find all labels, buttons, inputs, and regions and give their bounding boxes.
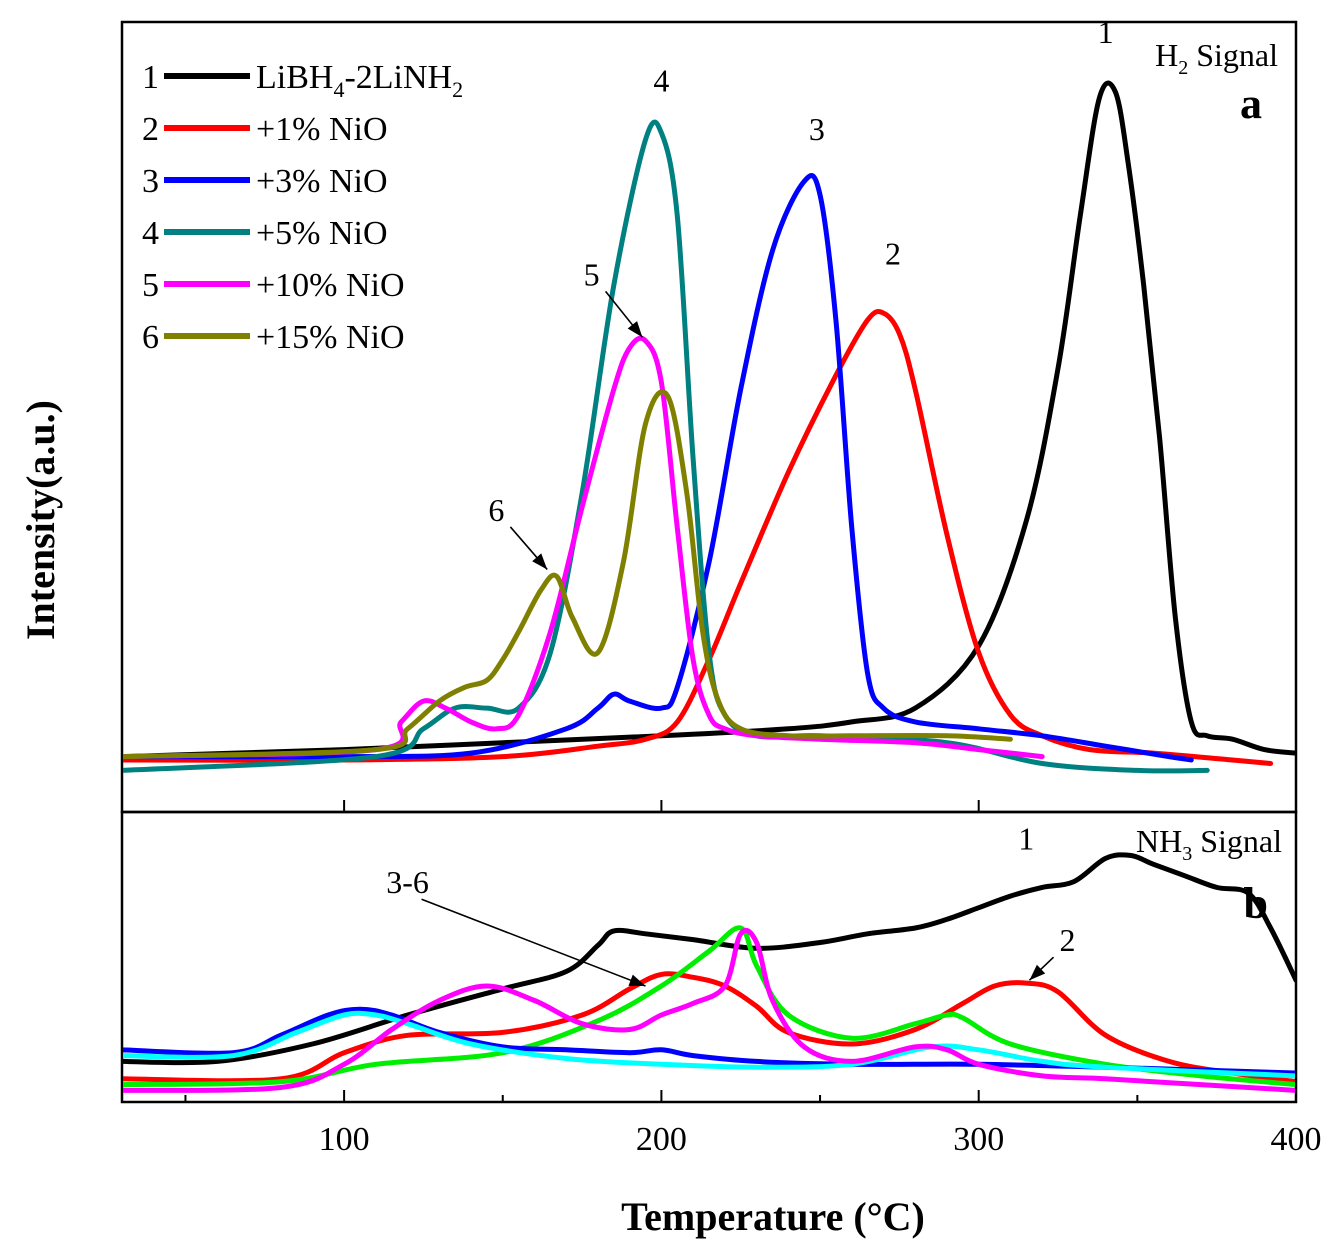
curve-label-arrowhead-a-4 (627, 321, 643, 338)
legend-number-5: 5 (142, 267, 159, 304)
curve-label-a-3: 4 (653, 62, 669, 98)
curve-label-a-0: 1 (1098, 14, 1114, 50)
series-line-b-magenta (123, 927, 1295, 1093)
curve-label-b-1: 2 (1060, 922, 1076, 958)
panel-a-series (123, 80, 1295, 774)
series-line-a-3 (123, 173, 1194, 763)
panel-a-curve-labels: 1 2 3 4 5 6 (488, 14, 1114, 570)
legend-number-4: 4 (142, 215, 159, 252)
series-line-b-1 (123, 852, 1295, 1066)
panel-b-signal-label: NH3 Signal (1136, 823, 1282, 865)
curve-label-a-4: 5 (584, 256, 600, 292)
legend-label-4: +5% NiO (256, 215, 388, 252)
curve-label-b-2: 3-6 (386, 864, 429, 900)
legend: 1 LiBH4-2LiNH2 2 +1% NiO 3 +3% NiO 4 +5% NiO 5 +1… (142, 59, 463, 356)
x-tick-label-200: 200 (636, 1121, 687, 1158)
legend-label-2: +1% NiO (256, 111, 388, 148)
panel-a-signal-label: H2 Signal (1155, 37, 1278, 79)
curve-label-arrowhead-b-1 (1029, 964, 1046, 981)
legend-number-1: 1 (142, 59, 159, 96)
curve-label-a-2: 3 (809, 111, 825, 147)
curve-label-arrow-b-2 (421, 898, 646, 987)
panel-b-frame (120, 810, 1298, 1104)
y-axis-label: Intensity(a.u.) (18, 400, 63, 640)
x-tick-label-400: 400 (1271, 1121, 1322, 1158)
legend-label-6: +15% NiO (256, 319, 405, 356)
legend-label-3: +3% NiO (256, 163, 388, 200)
legend-number-3: 3 (142, 163, 159, 200)
series-line-b-2 (123, 971, 1295, 1085)
series-line-b-green (123, 925, 1295, 1088)
legend-number-2: 2 (142, 111, 159, 148)
curve-label-a-5: 6 (488, 492, 504, 528)
series-line-a-5 (123, 335, 1045, 760)
legend-label-1: LiBH4-2LiNH2 (256, 59, 463, 102)
series-line-a-6 (123, 389, 1013, 760)
legend-label-5: +10% NiO (256, 267, 405, 304)
curve-label-a-1: 2 (885, 236, 901, 272)
panel-b-series (123, 852, 1295, 1093)
legend-number-6: 6 (142, 319, 159, 356)
x-tick-label-100: 100 (319, 1121, 370, 1158)
panel-b-curve-labels: 1 2 3-6 (386, 821, 1076, 987)
series-line-a-2 (123, 309, 1274, 766)
curve-label-arrowhead-a-5 (532, 553, 548, 570)
x-axis: 100 200 300 400 (184, 800, 1322, 1158)
panel-b-letter: b (1244, 879, 1268, 928)
curve-label-b-0: 1 (1018, 821, 1034, 857)
curve-label-arrowhead-b-2 (628, 974, 646, 986)
series-line-b-cyan (123, 1010, 1295, 1079)
panel-a-letter: a (1240, 79, 1262, 128)
x-tick-label-300: 300 (953, 1121, 1004, 1158)
x-axis-label: Temperature (°C) (621, 1194, 925, 1239)
